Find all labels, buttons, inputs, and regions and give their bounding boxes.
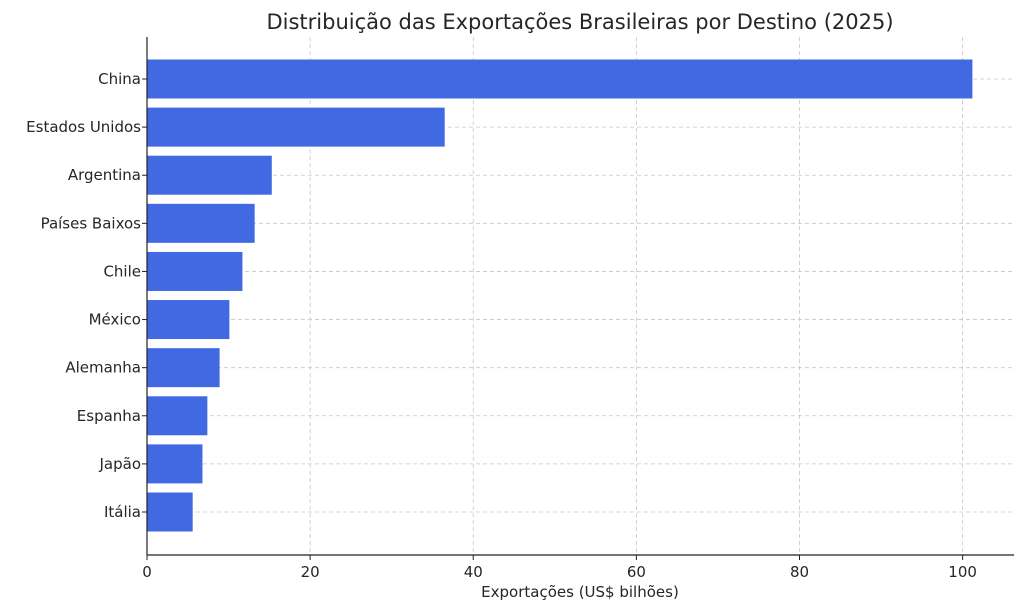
x-tick-label: 0 <box>142 563 152 581</box>
bar <box>147 107 445 147</box>
category-label: Itália <box>104 503 141 521</box>
category-label: Argentina <box>68 166 141 184</box>
category-label: México <box>89 311 141 329</box>
category-label: Japão <box>98 455 141 473</box>
bar <box>147 396 208 436</box>
bar <box>147 444 203 484</box>
category-label: Chile <box>103 262 141 280</box>
bars <box>147 59 973 532</box>
y-axis-ticks: China Estados Unidos Argentina Países Baixo… <box>26 70 147 521</box>
category-label: Países Baixos <box>41 214 142 232</box>
bar <box>147 300 230 340</box>
bar <box>147 155 272 195</box>
x-axis-ticks: 0 20 40 60 80 100 <box>142 555 977 581</box>
x-axis-label: Exportações (US$ bilhões) <box>481 583 679 601</box>
x-tick-label: 60 <box>627 563 646 581</box>
category-label: Alemanha <box>65 359 141 377</box>
bar <box>147 251 243 291</box>
bar <box>147 203 255 243</box>
x-tick-label: 100 <box>948 563 977 581</box>
chart-title: Distribuição das Exportações Brasileiras… <box>266 10 893 34</box>
bar <box>147 59 973 99</box>
bar <box>147 348 220 388</box>
x-tick-label: 80 <box>790 563 809 581</box>
bar <box>147 492 193 532</box>
x-tick-label: 40 <box>464 563 483 581</box>
category-label: Espanha <box>77 407 141 425</box>
category-label: Estados Unidos <box>26 118 141 136</box>
x-tick-label: 20 <box>301 563 320 581</box>
category-label: China <box>98 70 141 88</box>
